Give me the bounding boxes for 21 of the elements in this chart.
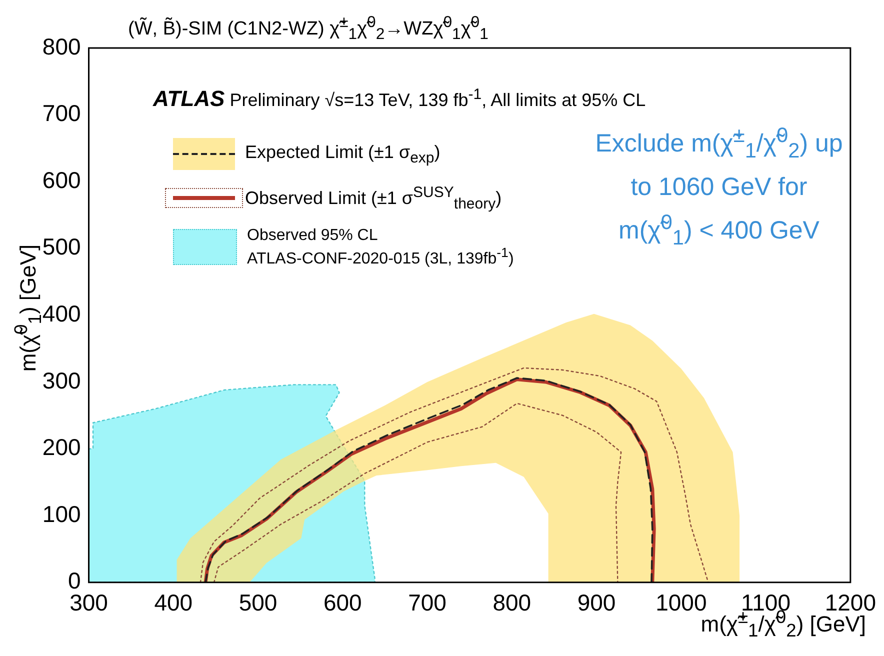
legend-label: Observed 95% CL ATLAS-CONF-2020-015 (3L, 139fb$^{-1}$) — [247, 226, 514, 268]
annotation: ATLAS Preliminary √s=13 TeV, 139 fb$^{-1}$, All limits at 95% CL — [153, 86, 646, 111]
line-series — [200, 367, 709, 582]
legend-label: Observed Limit (±1 σ$^{SUSY}$$_{theory}$) — [245, 184, 502, 213]
x-tick-label: 800 — [492, 590, 532, 616]
x-tick-label: 900 — [577, 590, 616, 616]
x-tick-label: 1200 — [824, 590, 876, 616]
y-tick-label: 200 — [42, 434, 81, 460]
y-tick-label: 600 — [42, 166, 81, 193]
x-tick-label: 600 — [323, 590, 362, 616]
legend-label: Expected Limit (±1 σ$_{exp}$) — [245, 142, 440, 166]
line-series — [213, 402, 622, 582]
y-tick-label: 700 — [42, 100, 81, 126]
y-tick-label: 100 — [42, 500, 81, 527]
y-tick-label: 300 — [42, 367, 81, 394]
x-tick-label: 500 — [238, 590, 278, 616]
x-tick-label: 400 — [154, 590, 193, 616]
y-tick-label: 800 — [42, 33, 81, 60]
x-tick-label: 700 — [408, 590, 446, 616]
y-tick-label: 500 — [42, 234, 81, 260]
y-tick-label: 400 — [42, 300, 81, 327]
